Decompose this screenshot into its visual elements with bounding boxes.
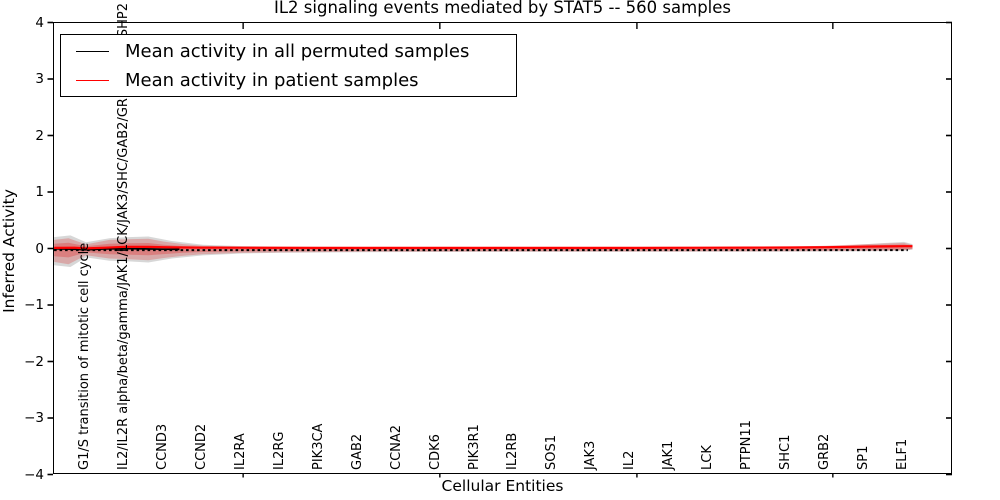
y-tick-label: −4 (24, 466, 44, 483)
y-axis-label: Inferred Activity (0, 189, 18, 313)
black-line-sample-icon (76, 50, 109, 52)
x-tick-label: CCND3 (154, 423, 170, 470)
x-axis-label: Cellular Entities (441, 477, 564, 495)
x-tick-label: GRB2 (817, 433, 833, 470)
x-tick-label: IL2RG (271, 431, 287, 470)
y-tick-label: 1 (35, 184, 44, 200)
chart-title: IL2 signaling events mediated by STAT5 -… (274, 0, 731, 17)
x-tick-label: GAB2 (349, 433, 365, 470)
x-tick-label: IL2RB (505, 432, 521, 470)
legend-item-patient: Mean activity in patient samples (61, 66, 516, 95)
y-tick-label: 3 (35, 71, 44, 87)
x-tick-label: LCK (700, 445, 716, 470)
y-tick-label: −3 (24, 410, 44, 426)
x-tick-label: CCND2 (193, 423, 209, 470)
y-tick-label: 2 (35, 127, 44, 144)
x-tick-label: CDK6 (427, 434, 443, 470)
x-tick-label: IL2RA (232, 433, 248, 470)
confidence-band (54, 238, 913, 265)
x-tick-label: CCNA2 (388, 424, 404, 470)
legend: Mean activity in all permuted samples Me… (60, 34, 517, 97)
legend-item-permuted: Mean activity in all permuted samples (61, 37, 516, 66)
patient-mean-line (54, 245, 913, 250)
y-tick-label: −2 (24, 353, 44, 370)
x-tick-label: G1/S transition of mitotic cell cycle (77, 242, 92, 470)
x-tick-label: PIK3R1 (466, 424, 482, 470)
x-tick-label: SP1 (856, 445, 871, 470)
x-tick-label: ELF1 (894, 438, 910, 470)
y-tick-label: −1 (24, 297, 44, 313)
x-tick-label: PTPN11 (739, 420, 755, 470)
y-tick-label: 0 (35, 240, 44, 257)
x-tick-label: SHC1 (778, 434, 794, 470)
legend-label: Mean activity in all permuted samples (125, 40, 470, 62)
confidence-band (54, 235, 913, 267)
x-tick-label: JAK3 (583, 440, 599, 470)
legend-label: Mean activity in patient samples (125, 69, 419, 91)
x-tick-label: JAK1 (661, 440, 677, 470)
plot-area (53, 22, 952, 474)
y-tick-label: 4 (35, 14, 44, 31)
red-line-sample-icon (76, 79, 109, 81)
plot-canvas (54, 235, 913, 267)
x-tick-label: IL2 (622, 450, 638, 470)
permuted-mean-line (54, 247, 180, 251)
x-tick-label: PIK3CA (310, 423, 326, 470)
x-tick-label: SOS1 (544, 434, 560, 470)
